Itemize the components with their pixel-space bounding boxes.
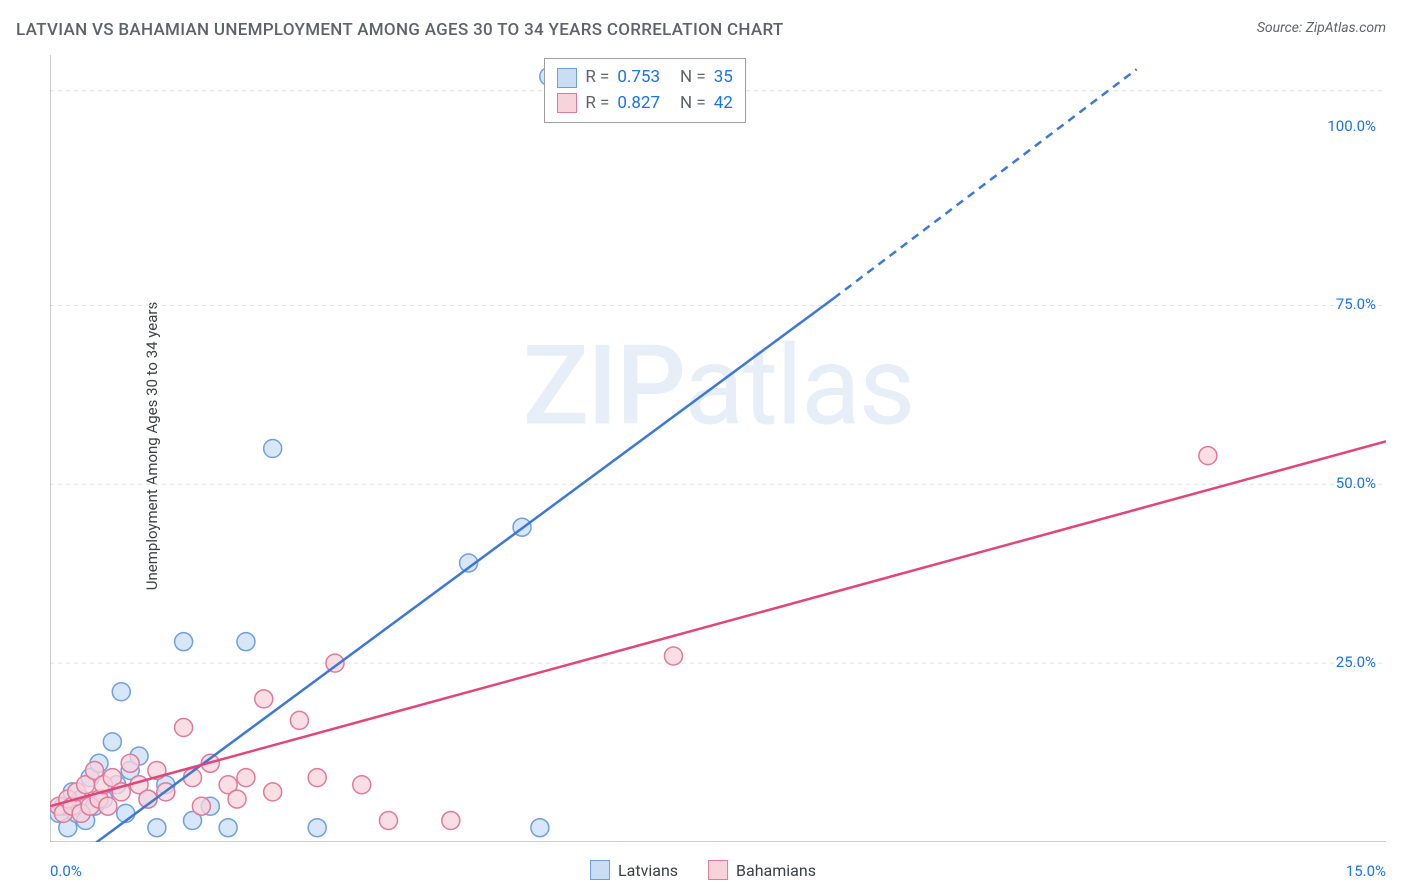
bottom-legend-item: Bahamians (708, 860, 816, 880)
r-label: R = (585, 91, 609, 117)
y-tick-label: 25.0% (1336, 653, 1376, 671)
n-label: N = (680, 65, 706, 91)
n-label: N = (680, 91, 706, 117)
legend-swatch (557, 93, 577, 113)
scatter-plot-svg (50, 55, 1386, 842)
legend-stats-row: R = 0.753 N = 35 (557, 65, 733, 91)
plot-area: ZIPatlas R = 0.753N = 35R = 0.827N = 42 (50, 55, 1386, 842)
r-value: 0.753 (617, 65, 660, 91)
n-value: 42 (714, 91, 733, 117)
legend-swatch (590, 860, 610, 880)
bottom-legend: Latvians Bahamians (590, 860, 816, 880)
source-attribution: Source: ZipAtlas.com (1257, 20, 1386, 36)
chart-title: LATVIAN VS BAHAMIAN UNEMPLOYMENT AMONG A… (16, 20, 784, 40)
chart-container: LATVIAN VS BAHAMIAN UNEMPLOYMENT AMONG A… (0, 0, 1406, 892)
r-value: 0.827 (617, 91, 660, 117)
legend-swatch (708, 860, 728, 880)
y-tick-label: 50.0% (1336, 474, 1376, 492)
legend-stats-row: R = 0.827 N = 42 (557, 91, 733, 117)
y-tick-label: 75.0% (1336, 295, 1376, 313)
x-tick-label: 15.0% (1346, 862, 1386, 880)
legend-swatch (557, 68, 577, 88)
bottom-legend-item: Latvians (590, 860, 678, 880)
legend-stats-box: R = 0.753 N = 35 R = 0.827 N = 42 (544, 58, 746, 123)
y-tick-label: 100.0% (1327, 117, 1376, 135)
x-tick-label: 0.0% (50, 862, 82, 880)
n-value: 35 (714, 65, 733, 91)
r-label: R = (585, 65, 609, 91)
legend-label: Latvians (618, 861, 678, 880)
legend-label: Bahamians (736, 861, 816, 880)
